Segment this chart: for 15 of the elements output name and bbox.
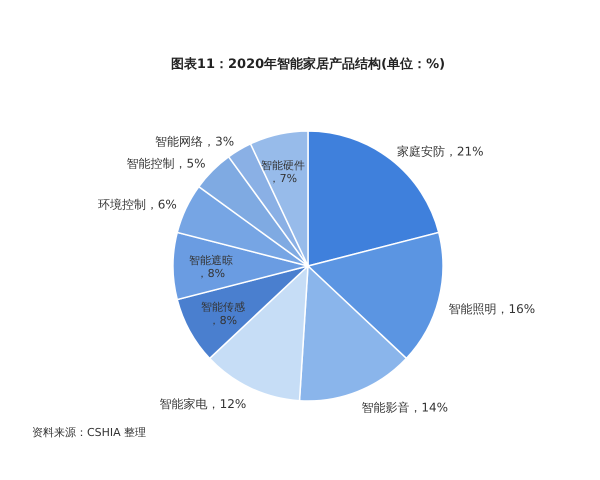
slice-label: 智能传感: [200, 300, 245, 314]
slice-label: 环境控制，6%: [98, 197, 177, 212]
slice-label: 家庭安防，21%: [396, 144, 484, 159]
slice-label: 智能家电，12%: [160, 397, 246, 411]
text: 资料来源：CSHIA 整理: [32, 426, 146, 439]
slice-label: 智能照明，16%: [448, 302, 536, 316]
slice-label: 智能遮晾: [188, 254, 233, 267]
slice-label: 智能网络，3%: [155, 134, 234, 148]
data-label: ，8%: [196, 267, 226, 280]
data-label: ，8%: [208, 314, 238, 327]
chart-title: 图表11：2020年智能家居产品结构(单位：%): [170, 56, 446, 72]
slice-label: 智能硬件: [260, 158, 305, 172]
data-label: ，7%: [268, 172, 298, 186]
slice-label: 智能影音，14%: [361, 400, 448, 415]
slice-label: 智能控制，5%: [126, 156, 206, 171]
